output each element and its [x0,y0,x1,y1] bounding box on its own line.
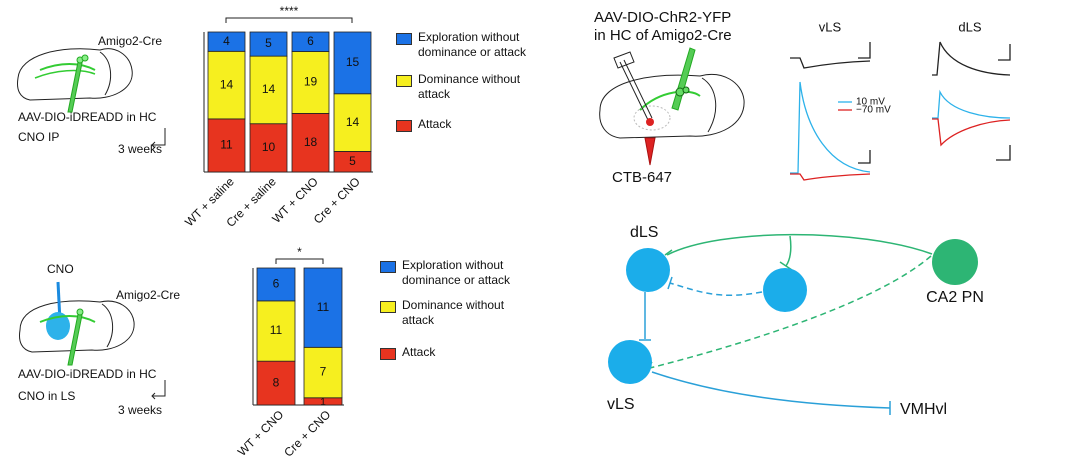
bar-segment [249,31,288,57]
data-label: 14 [220,77,234,91]
label: CNO IP [18,130,59,144]
legend-label: −70 mV [856,105,891,116]
bar-segment [333,93,372,152]
node-label: dLS [630,224,658,241]
data-label: 11 [220,138,233,152]
legend-swatch [396,75,412,87]
data-label: 18 [304,135,318,149]
bar-segment [207,118,246,173]
label: 3 weeks [118,403,162,417]
label: CNO in LS [18,389,75,403]
bar-segment [303,346,343,399]
node-label: CA2 PN [926,289,984,306]
bar-segment [291,31,330,52]
bar-segment [303,267,343,348]
node [608,340,652,384]
label: vLS [819,19,842,34]
label: 3 weeks [118,142,162,156]
brain-c [599,47,745,166]
bar-segment [249,123,288,173]
data-label: 15 [346,55,360,69]
circuit [639,233,933,415]
data-label: 5 [349,154,356,168]
node [626,248,670,292]
node [763,268,807,312]
legend-label: 10 mV [856,97,885,108]
data-label: 4 [223,34,230,48]
label: dLS [958,19,981,34]
brain-b [19,281,166,400]
data-label: 6 [307,34,314,48]
label: CTB-647 [612,169,672,186]
label: Amigo2-Cre [116,288,180,302]
data-label: 7 [320,365,327,379]
legend-label: Attack [418,117,452,131]
traces [790,41,1011,181]
node [932,239,978,285]
legend-swatch [380,261,396,273]
legend-swatch [396,120,412,132]
label: in HC of Amigo2-Cre [594,27,732,44]
label: CNO [47,262,74,276]
legend-swatch [380,348,396,360]
label: Amigo2-Cre [98,34,162,48]
bar-segment [249,55,288,125]
node-label: VMHvl [900,401,947,418]
legend-swatch [396,33,412,45]
bar-segment [333,31,372,95]
data-label: 8 [273,375,280,389]
legend-label: Exploration without dominance or attack [402,258,511,287]
bar-segment [207,50,246,120]
label: AAV-DIO-iDREADD in HC [18,367,157,381]
data-label: 11 [270,323,283,337]
brain-a [17,48,166,149]
x-tick-label: WT + CNO [235,407,286,458]
bar-segment [256,300,296,362]
label: AAV-DIO-ChR2-YFP [594,9,731,26]
x-tick-label: Cre + CNO [281,407,333,459]
legend-swatch [380,301,396,313]
data-label: 1 [320,397,326,408]
legend-label: Dominance without attack [402,298,505,327]
data-label: 6 [273,277,280,291]
legend-label: Exploration without dominance or attack [418,30,527,59]
data-label: 5 [265,36,272,50]
significance-bracket [275,258,324,264]
data-label: 10 [262,140,276,154]
node-label: vLS [607,396,635,413]
bar-segment [207,31,246,52]
legend-label: Dominance without attack [418,72,521,101]
annotation: * [297,245,302,259]
data-label: 14 [346,115,360,129]
bar-segment [256,267,296,302]
label: AAV-DIO-iDREADD in HC [18,110,157,124]
bar-segment [291,112,330,173]
significance-bracket [225,17,353,23]
annotation: **** [280,4,299,18]
data-label: 14 [262,82,276,96]
legend-label: Attack [402,345,436,359]
data-label: 19 [304,75,318,89]
data-label: 11 [317,300,330,314]
